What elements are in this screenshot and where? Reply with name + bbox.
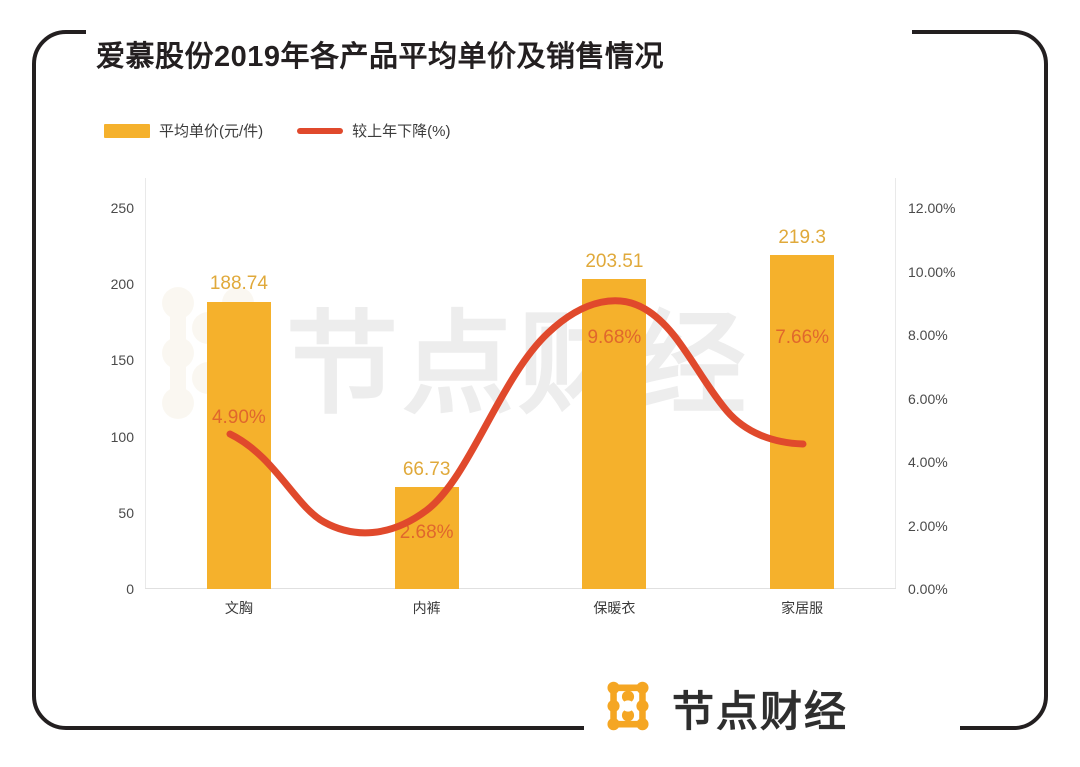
bar[interactable] [394,487,459,589]
y-right-tick: 6.00% [908,391,948,408]
y-left-tick: 0 [126,581,134,597]
legend-line-swatch-icon [297,127,344,134]
y-left-tick: 100 [110,428,134,445]
bar-slot: 188.74 4.90% [145,178,333,589]
line-point-label: 4.90% [211,406,266,428]
bar-value-label: 188.74 [209,273,268,295]
bar[interactable] [582,279,647,589]
y-right-tick: 0.00% [908,581,948,597]
y-right-tick: 8.00% [908,327,948,344]
chart-plot-area: 188.74 4.90% 66.73 2.68% 203.51 9.68% 21… [145,178,896,589]
frame-gap-title [86,14,912,56]
line-series [226,297,807,537]
brand-dot-icon [600,678,656,739]
y-right-tick: 4.00% [908,454,948,471]
legend-line-label: 较上年下降(%) [352,123,451,140]
footer-logo: 节点财经 [600,678,848,739]
bar-value-label: 203.51 [585,250,644,272]
page-title: 爱慕股份2019年各产品平均单价及销售情况 [96,41,665,73]
x-axis-category: 内裤 [412,600,441,616]
y-right-tick: 10.00% [908,263,956,280]
legend-bar-swatch-icon [104,123,150,138]
line-point-label: 7.66% [775,326,830,348]
bar[interactable] [770,255,835,589]
x-axis-category: 家居服 [781,600,824,616]
plot-left-border [145,178,146,589]
bar-slot: 203.51 9.68% [521,178,709,589]
y-right-tick: 2.00% [908,517,948,534]
bar-series: 188.74 4.90% 66.73 2.68% 203.51 9.68% 21… [145,178,896,589]
y-axis-left: 250 200 150 100 50 0 [98,178,134,597]
legend-bar-label: 平均单价(元/件) [159,123,264,140]
footer-brand-text: 节点财经 [672,688,849,735]
bar-value-label: 219.3 [778,226,826,248]
line-point-label: 2.68% [399,521,454,543]
x-axis-category: 保暖衣 [593,600,636,616]
y-left-tick: 250 [110,200,134,217]
y-left-tick: 50 [118,504,134,521]
bar[interactable] [206,301,271,589]
y-left-tick: 200 [110,276,134,293]
x-axis-category: 文胸 [224,600,253,616]
plot-right-border [895,178,896,589]
bar-slot: 219.3 7.66% [708,178,896,589]
y-left-tick: 150 [110,352,134,369]
line-path [226,297,807,537]
legend-item-line: 较上年下降(%) [297,120,451,141]
line-point-label: 9.68% [587,326,642,348]
y-axis-right: 12.00% 10.00% 8.00% 6.00% 4.00% 2.00% 0.… [908,178,978,597]
y-right-tick: 12.00% [908,200,956,217]
bar-slot: 66.73 2.68% [333,178,521,589]
x-axis-baseline [145,588,896,589]
bar-value-label: 66.73 [402,458,451,480]
legend-item-bar: 平均单价(元/件) [104,120,263,141]
x-axis-labels: 文胸 内裤 保暖衣 家居服 [145,598,896,618]
chart-legend: 平均单价(元/件) 较上年下降(%) [104,120,451,141]
